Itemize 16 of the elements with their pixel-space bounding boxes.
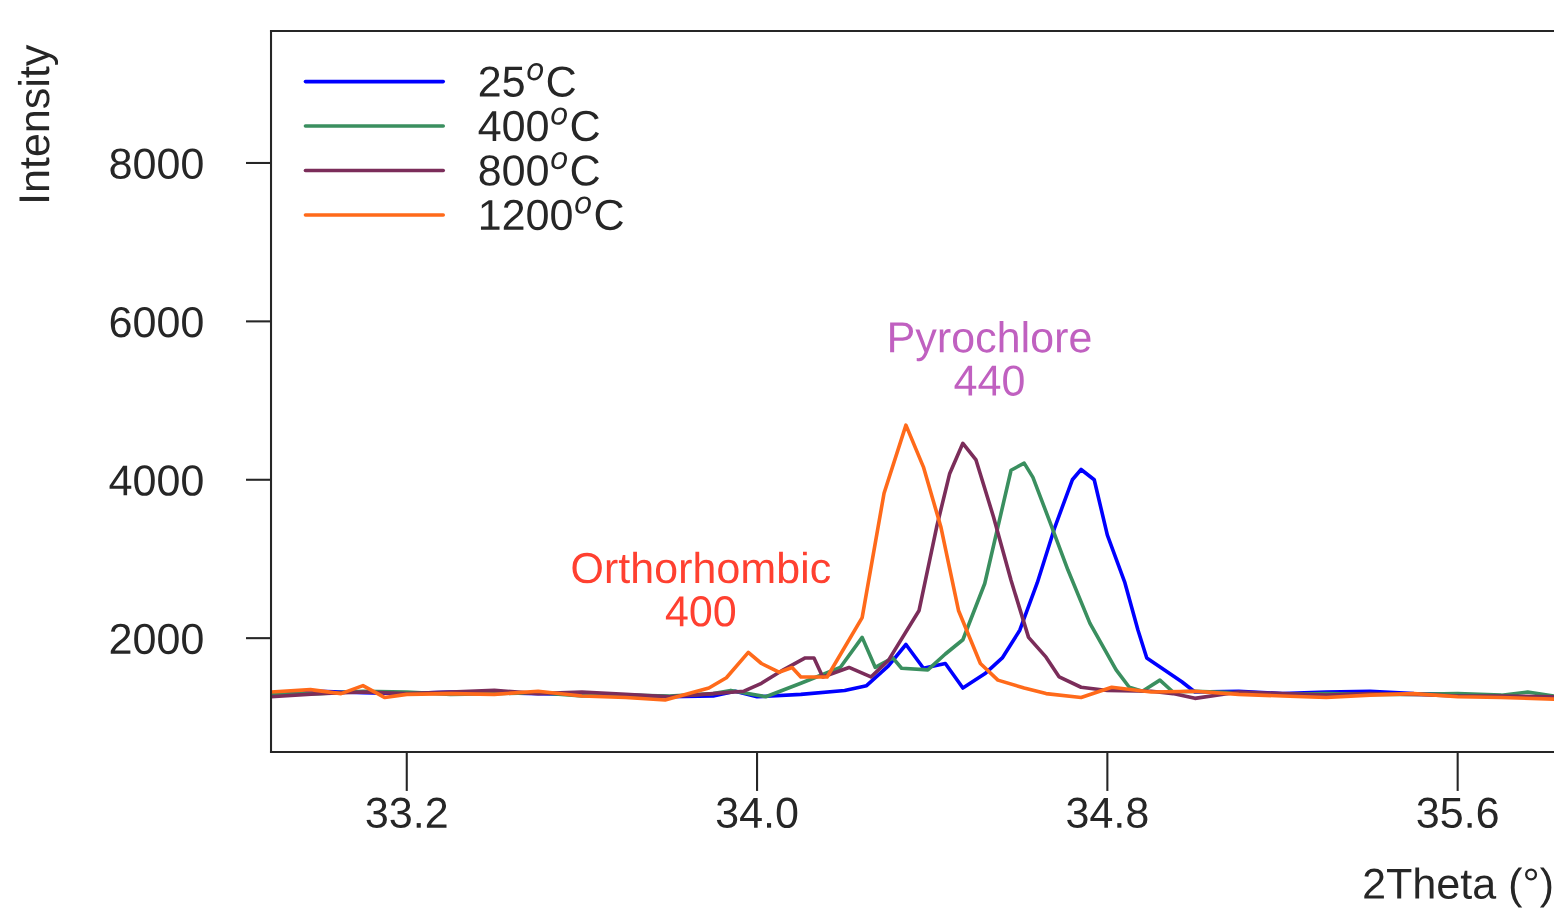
y-tick-label: 8000 [110,148,203,180]
x-tick-label: 34.8 [1067,797,1148,829]
x-tick-label: 33.2 [366,797,447,829]
x-axis-title: 2Theta (°) [1364,867,1552,908]
legend-label: 800$^{o}$C [479,151,599,186]
annotation: Pyrochlore 440 [890,321,1091,396]
legend-label: 1200$^{o}$C [480,196,623,231]
y-tick-label: 2000 [110,623,203,655]
annotation: Orthorhombic 400 [572,551,831,627]
y-tick-label: 4000 [109,465,203,496]
x-tick-label: 35.6 [1417,797,1498,829]
y-tick-label: 6000 [110,306,203,338]
legend-label: 25$^{o}$C [479,63,576,97]
x-tick-label: 34.0 [716,797,798,829]
legend-label: 400$^{o}$C [478,107,599,142]
y-axis-title: Intensity [17,44,59,201]
